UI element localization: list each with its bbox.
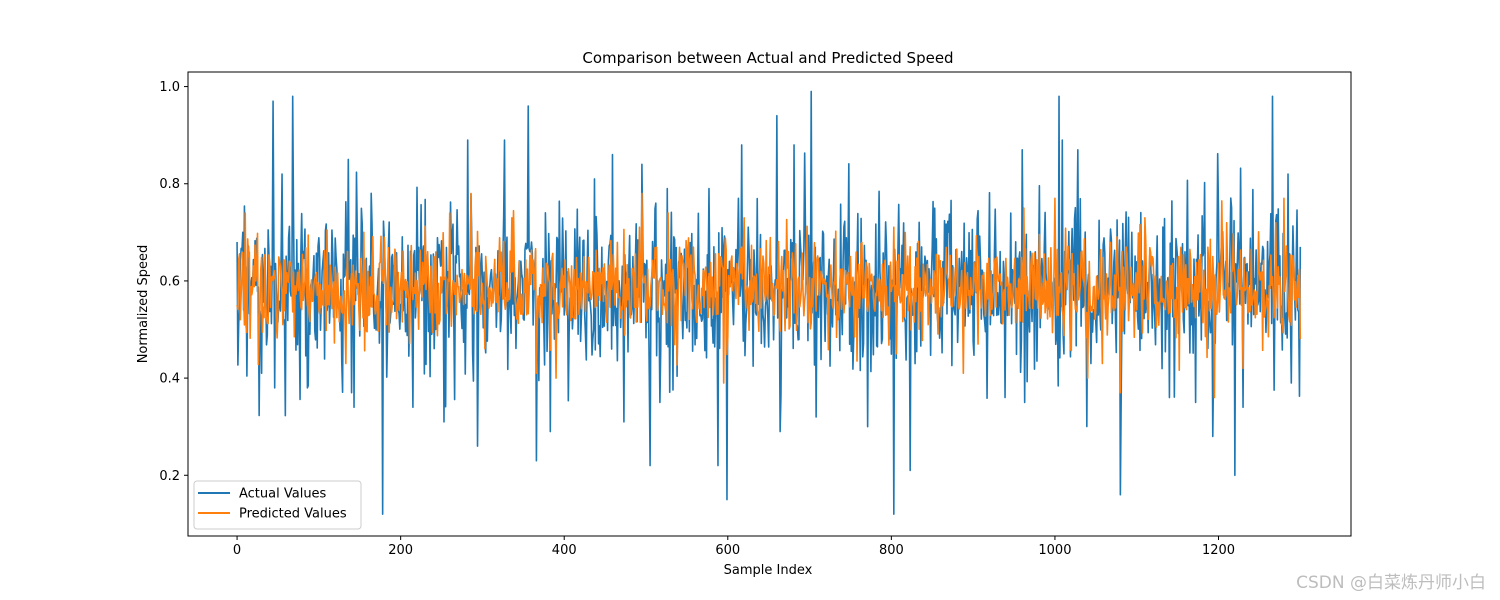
y-tick-label: 0.2 — [159, 469, 180, 484]
y-axis-label: Normalized Speed — [136, 245, 151, 364]
series-layer — [236, 90, 1302, 515]
x-tick-label: 200 — [388, 543, 413, 558]
chart-title: Comparison between Actual and Predicted … — [582, 49, 953, 67]
y-axis: 0.2 0.4 0.6 0.8 1.0 — [159, 80, 188, 484]
x-axis-label: Sample Index — [724, 563, 813, 578]
x-tick-label: 800 — [879, 543, 904, 558]
series-line-actual — [236, 90, 1302, 515]
x-tick-label: 1200 — [1202, 543, 1235, 558]
y-tick-label: 0.8 — [159, 177, 180, 192]
legend: Actual Values Predicted Values — [193, 480, 362, 530]
y-tick-label: 1.0 — [159, 80, 180, 95]
legend-label-actual: Actual Values — [239, 487, 327, 502]
x-tick-label: 0 — [233, 543, 241, 558]
plot-area-frame — [187, 71, 1352, 537]
legend-label-predicted: Predicted Values — [239, 507, 347, 522]
x-tick-label: 1000 — [1038, 543, 1071, 558]
legend-box — [193, 480, 362, 530]
series-line-predicted — [236, 192, 1302, 399]
y-tick-label: 0.6 — [159, 274, 180, 289]
x-tick-label: 600 — [715, 543, 740, 558]
watermark: CSDN @白菜炼丹师小白 — [1296, 573, 1486, 593]
x-tick-label: 400 — [552, 543, 577, 558]
x-axis: 0 200 400 600 800 1000 1200 — [233, 536, 1235, 558]
y-tick-label: 0.4 — [159, 372, 180, 387]
